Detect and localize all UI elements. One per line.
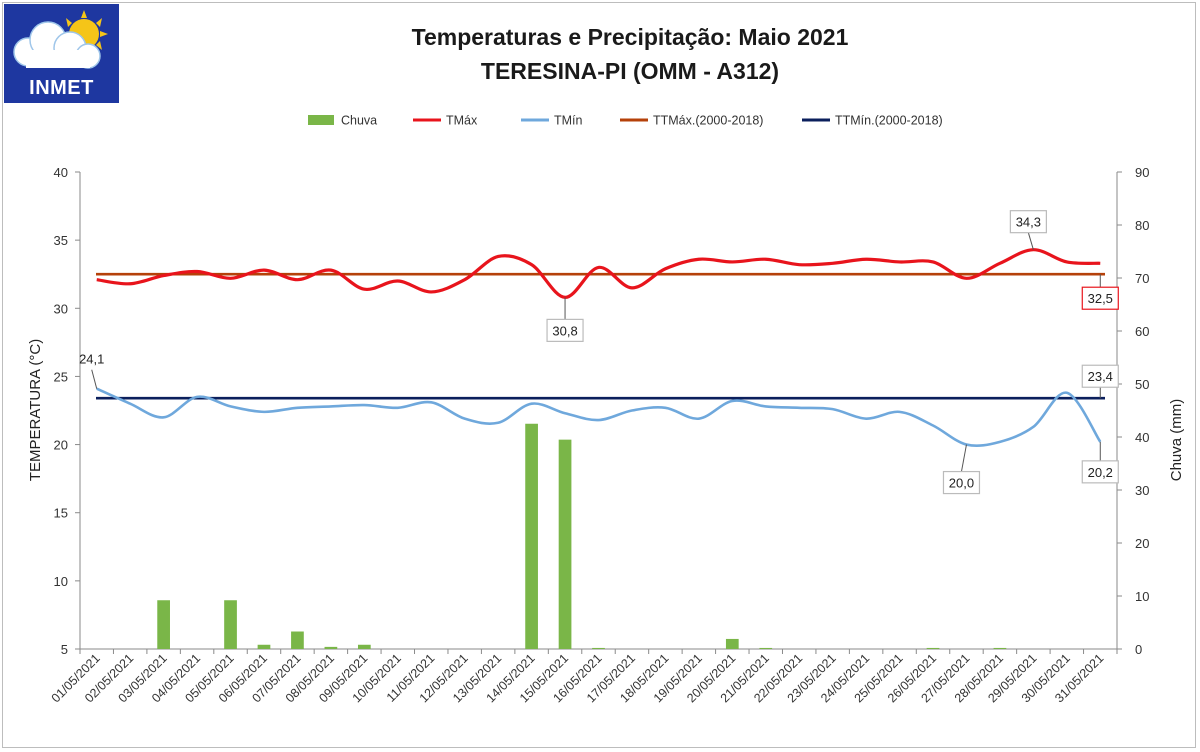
- right-tick-label: 80: [1135, 218, 1149, 233]
- left-tick-label: 5: [61, 642, 68, 657]
- rain-bar: [291, 631, 304, 649]
- right-tick-label: 40: [1135, 430, 1149, 445]
- right-tick-label: 10: [1135, 589, 1149, 604]
- right-tick-label: 0: [1135, 642, 1142, 657]
- left-tick-label: 10: [54, 574, 68, 589]
- legend-label: TTMáx.(2000-2018): [653, 114, 763, 128]
- cloud-sun-icon: [13, 10, 108, 69]
- legend-label: Chuva: [341, 114, 377, 128]
- annotation-label: 30,8: [552, 323, 577, 338]
- y-axis-right-title: Chuva (mm): [1168, 399, 1185, 482]
- annotation-label: 32,5: [1088, 291, 1113, 306]
- right-tick-label: 30: [1135, 483, 1149, 498]
- right-tick-label: 50: [1135, 377, 1149, 392]
- left-tick-label: 25: [54, 369, 68, 384]
- left-tick-label: 15: [54, 506, 68, 521]
- annotation-leader: [960, 444, 967, 472]
- rain-bar: [224, 600, 237, 649]
- right-tick-label: 70: [1135, 271, 1149, 286]
- annotation-box: [1081, 460, 1119, 484]
- legend-label: TTMín.(2000-2018): [835, 114, 943, 128]
- right-tick-label: 90: [1135, 165, 1149, 180]
- rain-bar: [592, 647, 605, 649]
- rain-bar: [357, 644, 371, 649]
- annotation-box: [1081, 286, 1119, 310]
- rain-bar: [558, 439, 572, 649]
- right-tick-label: 20: [1135, 536, 1149, 551]
- logo-text: INMET: [29, 77, 94, 99]
- rain-bar: [759, 647, 773, 649]
- annotation-label: 34,3: [1016, 215, 1041, 230]
- rain-bar: [926, 647, 940, 649]
- annotation-label: 23,4: [1088, 369, 1113, 384]
- right-tick-label: 60: [1135, 324, 1149, 339]
- rain-bar: [725, 638, 739, 649]
- annotation-box: [1009, 210, 1047, 234]
- annotation-label: 20,2: [1088, 465, 1113, 480]
- chart-subtitle: TERESINA-PI (OMM - A312): [480, 58, 780, 84]
- chart-title: Temperaturas e Precipitação: Maio 2021: [411, 24, 849, 50]
- rain-bar: [157, 600, 170, 649]
- rain-bar: [257, 644, 271, 649]
- temperature-line: [96, 248, 1101, 299]
- annotation-box: [546, 318, 584, 342]
- y-axis-left-title: TEMPERATURA (°C): [27, 339, 44, 481]
- annotation-label: 20,0: [949, 476, 974, 491]
- legend-label: TMáx: [446, 114, 478, 128]
- left-tick-label: 30: [54, 301, 68, 316]
- annotation-leader: [1027, 232, 1034, 250]
- rain-bar: [525, 423, 538, 649]
- temperature-line: [96, 387, 1102, 448]
- rain-bar: [324, 646, 338, 649]
- annotation-box: [942, 470, 981, 495]
- legend-label: TMín: [554, 114, 583, 128]
- left-tick-label: 35: [54, 233, 68, 248]
- legend-swatch: [308, 115, 334, 125]
- left-tick-label: 40: [54, 165, 68, 180]
- annotation-label: 24,1: [79, 352, 104, 367]
- annotation-box: [1081, 364, 1119, 388]
- annotation-leader: [91, 369, 98, 389]
- rain-bar: [993, 647, 1007, 649]
- inmet-logo: INMET: [4, 4, 119, 103]
- left-tick-label: 20: [54, 438, 68, 453]
